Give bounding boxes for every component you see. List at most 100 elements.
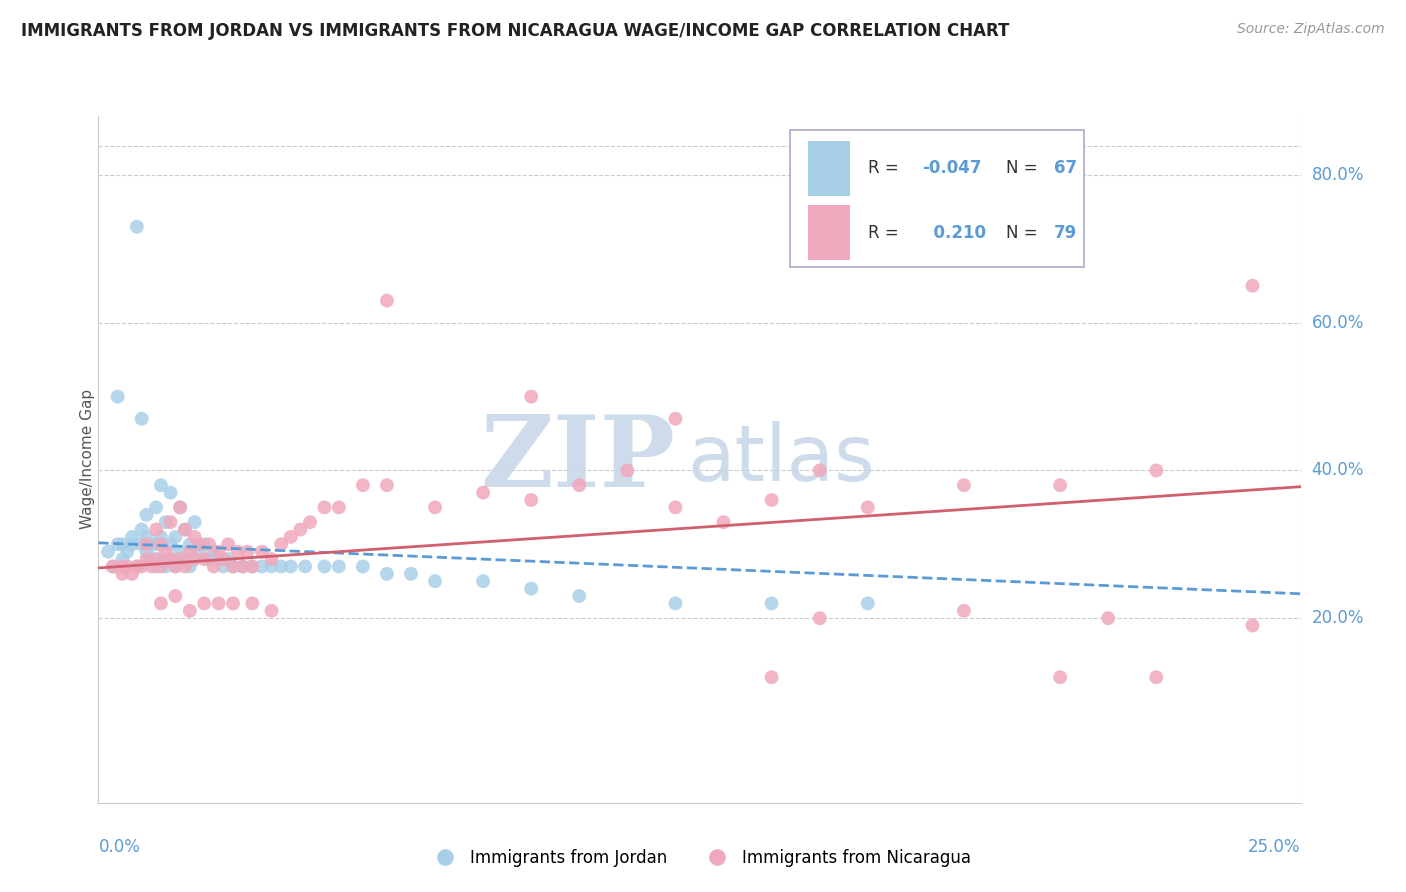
Point (174, 552, 197, 566)
Point (155, 544, 177, 558)
Point (141, 537, 163, 551)
Point (208, 596, 231, 610)
Point (761, 670, 783, 684)
Point (520, 390, 543, 404)
Point (141, 559, 163, 574)
Point (145, 559, 167, 574)
Point (664, 500, 686, 515)
Point (664, 596, 686, 610)
Point (240, 559, 263, 574)
Point (280, 559, 302, 574)
Point (179, 537, 201, 551)
Point (149, 530, 172, 544)
Point (169, 500, 191, 515)
Point (953, 604, 976, 618)
Point (101, 559, 124, 574)
Text: 20.0%: 20.0% (1312, 609, 1364, 627)
Point (107, 537, 129, 551)
Point (250, 559, 273, 574)
Text: R =: R = (868, 224, 904, 242)
Text: 40.0%: 40.0% (1312, 461, 1364, 480)
Point (352, 559, 374, 574)
Text: IMMIGRANTS FROM JORDAN VS IMMIGRANTS FROM NICARAGUA WAGE/INCOME GAP CORRELATION : IMMIGRANTS FROM JORDAN VS IMMIGRANTS FRO… (21, 22, 1010, 40)
Point (472, 574, 495, 589)
Point (149, 596, 172, 610)
Point (135, 508, 157, 522)
Point (111, 537, 134, 551)
Point (125, 219, 148, 234)
Point (568, 589, 591, 603)
Point (169, 552, 191, 566)
Point (222, 559, 245, 574)
Point (472, 485, 495, 500)
Text: R =: R = (868, 159, 904, 178)
Point (135, 537, 157, 551)
Point (135, 544, 157, 558)
Point (145, 500, 167, 515)
Point (761, 596, 783, 610)
Point (193, 596, 215, 610)
Point (856, 500, 879, 515)
Point (568, 478, 591, 492)
Point (212, 552, 235, 566)
Point (1144, 463, 1167, 477)
Point (761, 493, 783, 508)
Text: atlas: atlas (688, 421, 875, 498)
Point (290, 523, 312, 537)
Point (1241, 618, 1264, 632)
Point (159, 485, 181, 500)
Point (270, 537, 292, 551)
Text: N =: N = (1007, 224, 1043, 242)
Point (294, 559, 316, 574)
Point (101, 559, 124, 574)
Point (217, 537, 239, 551)
Point (135, 552, 157, 566)
Point (149, 537, 172, 551)
Point (856, 596, 879, 610)
Text: ZIP: ZIP (481, 411, 675, 508)
Point (232, 559, 254, 574)
Point (183, 552, 205, 566)
Point (520, 493, 543, 508)
Point (165, 559, 187, 574)
Point (188, 544, 211, 558)
Point (198, 552, 221, 566)
Point (202, 559, 225, 574)
Point (328, 500, 350, 515)
Bar (807, 205, 849, 260)
Point (141, 552, 163, 566)
Point (193, 537, 215, 551)
Point (808, 463, 831, 477)
Point (217, 552, 239, 566)
Point (149, 559, 172, 574)
Text: 79: 79 (1054, 224, 1077, 242)
Point (107, 390, 129, 404)
Point (260, 552, 283, 566)
Point (111, 559, 134, 574)
Point (159, 552, 181, 566)
Point (131, 411, 153, 425)
Point (713, 515, 735, 529)
Point (280, 530, 302, 544)
Point (314, 500, 336, 515)
Point (423, 500, 446, 515)
Point (375, 478, 398, 492)
Point (240, 559, 263, 574)
Point (236, 544, 259, 558)
Point (145, 537, 167, 551)
Point (145, 523, 167, 537)
Point (314, 559, 336, 574)
Point (121, 566, 143, 581)
Point (399, 566, 422, 581)
Point (149, 552, 172, 566)
Point (298, 515, 321, 529)
Point (179, 544, 201, 558)
Point (121, 537, 143, 551)
Point (179, 559, 201, 574)
Point (111, 552, 134, 566)
Point (188, 537, 211, 551)
Point (222, 559, 245, 574)
Point (125, 559, 148, 574)
Point (1049, 670, 1071, 684)
Point (375, 293, 398, 308)
